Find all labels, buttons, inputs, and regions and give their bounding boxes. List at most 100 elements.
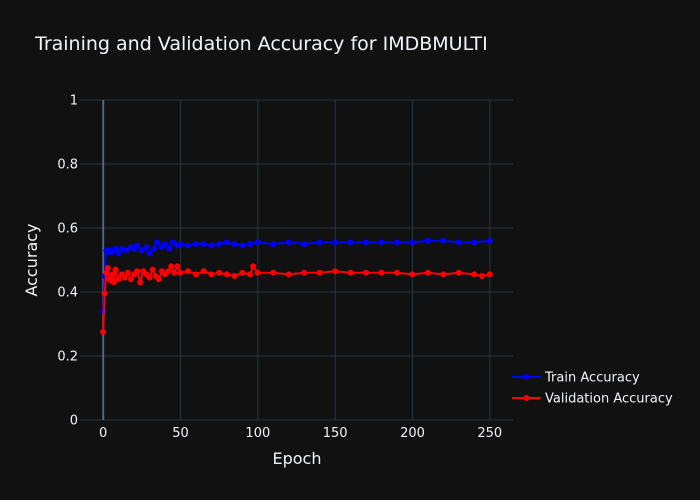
x-tick-label: 150 <box>323 426 348 441</box>
data-point <box>231 273 238 279</box>
series <box>100 237 493 335</box>
data-point <box>151 245 158 252</box>
data-point <box>162 241 169 247</box>
data-point <box>128 276 135 283</box>
data-point <box>223 239 230 246</box>
data-point <box>301 241 308 247</box>
data-point <box>223 271 230 278</box>
data-point <box>103 269 110 276</box>
data-point <box>316 269 323 276</box>
data-point <box>115 250 122 257</box>
x-axis-title: Epoch <box>273 449 322 468</box>
data-point <box>155 276 162 283</box>
data-point <box>171 269 178 276</box>
y-tick-label: 0.4 <box>57 286 78 301</box>
legend-swatch-marker <box>523 374 530 380</box>
data-point <box>111 279 118 286</box>
data-point <box>137 279 144 286</box>
data-point <box>146 274 153 281</box>
data-point <box>231 241 238 247</box>
legend-swatch-marker <box>523 395 530 401</box>
x-tick-label: 0 <box>99 426 107 441</box>
data-point <box>409 239 416 246</box>
y-tick-label: 0 <box>70 414 78 429</box>
y-tick-label: 0.2 <box>57 350 78 365</box>
legend-item[interactable]: Train Accuracy <box>512 371 640 386</box>
data-point <box>200 268 207 275</box>
data-point <box>347 269 354 276</box>
data-point <box>471 271 478 278</box>
y-axis-title: Accuracy <box>22 223 41 296</box>
data-point <box>146 250 153 257</box>
data-point <box>185 242 192 249</box>
data-point <box>440 271 447 278</box>
data-point <box>124 269 131 276</box>
data-point <box>118 245 125 252</box>
data-point <box>409 271 416 278</box>
data-point <box>250 263 257 270</box>
data-point <box>424 269 431 276</box>
data-point <box>247 271 254 278</box>
data-point <box>378 269 385 276</box>
series-1 <box>100 263 493 335</box>
data-point <box>247 241 254 247</box>
data-point <box>112 245 119 252</box>
data-point <box>254 269 261 276</box>
data-point <box>138 247 145 254</box>
x-tick-label: 250 <box>477 426 502 441</box>
legend-label: Validation Accuracy <box>545 392 673 407</box>
data-point <box>143 244 150 251</box>
series-0 <box>100 237 493 315</box>
data-point <box>285 271 292 278</box>
data-point <box>486 237 493 244</box>
data-point <box>200 241 207 247</box>
data-point <box>109 271 116 278</box>
data-point <box>134 242 141 249</box>
data-point <box>168 263 175 270</box>
data-point <box>270 269 277 276</box>
legend-label: Train Accuracy <box>544 371 640 386</box>
data-point <box>104 265 111 271</box>
x-tick-label: 200 <box>400 426 425 441</box>
data-point <box>254 239 261 246</box>
data-point <box>486 271 493 278</box>
x-tick-label: 100 <box>245 426 270 441</box>
data-point <box>316 239 323 246</box>
data-point <box>165 268 172 275</box>
data-point <box>471 239 478 246</box>
data-point <box>192 241 199 247</box>
data-point <box>424 237 431 244</box>
data-point <box>479 273 486 279</box>
data-point <box>301 269 308 276</box>
data-point <box>177 241 184 247</box>
data-point <box>112 266 119 273</box>
y-tick-label: 0.8 <box>57 158 78 173</box>
tick-labels: 0 0.2 0.4 0.6 0.8 1 0 50 100 150 200 250 <box>57 94 502 442</box>
x-tick-label: 50 <box>172 426 189 441</box>
data-point <box>208 271 215 278</box>
data-point <box>169 239 176 246</box>
data-point <box>101 290 108 297</box>
data-point <box>185 268 192 275</box>
data-point <box>216 241 223 247</box>
data-point <box>216 269 223 276</box>
data-point <box>455 269 462 276</box>
data-point <box>285 239 292 246</box>
data-point <box>174 263 181 270</box>
data-point <box>270 241 277 247</box>
y-tick-label: 0.6 <box>57 222 78 237</box>
data-point <box>363 269 370 276</box>
data-point <box>347 239 354 246</box>
data-point <box>166 245 173 252</box>
data-point <box>134 268 141 275</box>
data-point <box>394 239 401 246</box>
data-point <box>177 269 184 276</box>
data-point <box>192 271 199 278</box>
data-point <box>363 239 370 246</box>
data-point <box>455 239 462 246</box>
legend[interactable]: Train Accuracy Validation Accuracy <box>512 371 673 407</box>
legend-item[interactable]: Validation Accuracy <box>512 392 673 407</box>
chart-title: Training and Validation Accuracy for IMD… <box>34 33 488 55</box>
y-tick-label: 1 <box>70 94 78 109</box>
